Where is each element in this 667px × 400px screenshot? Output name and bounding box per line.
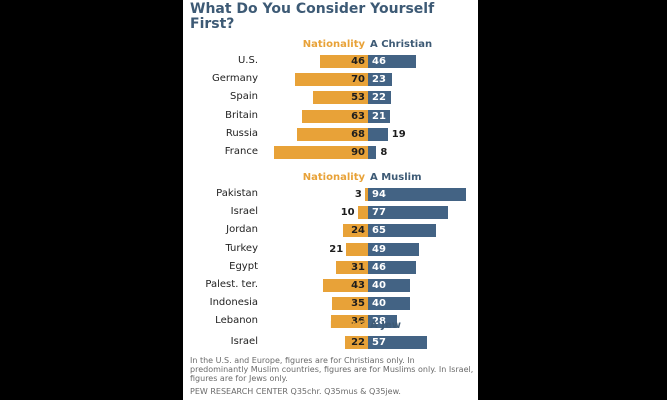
- value-label-right: 23: [372, 74, 386, 86]
- chart-title: What Do You Consider Yourself First?: [190, 1, 435, 32]
- bar-right: [368, 91, 391, 105]
- value-label-right: 94: [372, 189, 386, 200]
- value-label-right: 77: [372, 207, 386, 219]
- bar-right: [368, 109, 390, 123]
- legend-right-label: A Jew: [370, 320, 401, 331]
- legend-left-label: Nationality: [302, 172, 365, 183]
- value-label-left: 21: [329, 243, 344, 255]
- bar-right: [368, 206, 449, 220]
- bar-right: [368, 73, 392, 87]
- value-label-left: 46: [351, 56, 365, 67]
- bar-left: [302, 109, 368, 123]
- category-label: Spain: [230, 91, 258, 103]
- bar-left: [343, 224, 368, 238]
- value-label-left: 22: [351, 337, 365, 348]
- category-label: Indonesia: [209, 297, 258, 309]
- category-label: Lebanon: [215, 315, 258, 327]
- bar-left: [312, 91, 368, 105]
- bar-left: [335, 260, 368, 274]
- category-label: Jordan: [226, 224, 258, 236]
- value-label-left: 53: [351, 92, 365, 104]
- category-label: Israel: [230, 206, 258, 218]
- bar-right: [368, 224, 436, 238]
- category-label: Pakistan: [216, 188, 258, 199]
- value-label-right: 28: [372, 316, 386, 328]
- value-label-right: 49: [372, 243, 386, 255]
- value-label-left: 10: [340, 207, 355, 219]
- bar-right: [368, 315, 398, 329]
- value-label-left: 36: [351, 316, 365, 328]
- bar-right: [368, 146, 377, 159]
- category-label: U.S.: [237, 55, 258, 66]
- category-label: Palest. ter.: [205, 279, 258, 290]
- category-label: Germany: [212, 73, 258, 85]
- category-label: France: [224, 146, 258, 157]
- value-label-right: 8: [380, 147, 388, 158]
- bar-left: [274, 146, 368, 159]
- legend-right-label: A Christian: [370, 39, 433, 50]
- value-label-right: 22: [372, 92, 386, 104]
- bar-right: [368, 55, 416, 68]
- category-label: Egypt: [229, 260, 258, 272]
- bar-left: [364, 188, 368, 201]
- bar-left: [323, 279, 368, 292]
- value-label-right: 65: [372, 225, 386, 237]
- bar-left: [345, 336, 368, 349]
- category-label: Russia: [225, 127, 258, 139]
- legend-left-label: Israeli: [330, 320, 365, 331]
- legend-right-label: A Muslim: [370, 172, 422, 183]
- value-label-right: 46: [372, 261, 386, 273]
- bar-right: [368, 336, 428, 349]
- value-label-right: 46: [372, 56, 386, 67]
- bar-right: [368, 279, 410, 292]
- category-label: Israel: [230, 336, 258, 347]
- value-label-right: 40: [372, 280, 386, 291]
- bar-left: [297, 127, 368, 141]
- value-label-left: 90: [351, 147, 365, 158]
- bar-right: [368, 242, 419, 256]
- value-label-left: 3: [354, 189, 362, 200]
- chart-note: In the U.S. and Europe, figures are for …: [190, 356, 474, 383]
- bar-left: [320, 55, 368, 68]
- value-label-right: 57: [372, 337, 386, 348]
- category-label: Turkey: [225, 242, 258, 254]
- value-label-left: 63: [351, 110, 365, 122]
- value-label-left: 43: [351, 280, 365, 291]
- legend-left-label: Nationality: [302, 39, 365, 50]
- value-label-right: 19: [391, 128, 406, 140]
- bar-left: [330, 315, 368, 329]
- value-label-left: 70: [351, 74, 365, 86]
- bar-right: [368, 127, 388, 141]
- bar-right: [368, 297, 410, 311]
- bar-right: [368, 260, 416, 274]
- value-label-left: 31: [351, 261, 365, 273]
- bar-left: [357, 206, 368, 220]
- bar-right: [368, 188, 466, 201]
- chart-source: PEW RESEARCH CENTER Q35chr. Q35mus & Q35…: [190, 387, 401, 396]
- value-label-left: 35: [351, 298, 365, 310]
- value-label-right: 21: [372, 110, 386, 122]
- category-label: Britain: [225, 109, 258, 121]
- value-label-right: 40: [372, 298, 386, 310]
- bar-left: [295, 73, 368, 87]
- bar-left: [346, 242, 368, 256]
- bar-left: [331, 297, 368, 311]
- value-label-left: 24: [351, 225, 365, 237]
- value-label-left: 68: [351, 128, 365, 140]
